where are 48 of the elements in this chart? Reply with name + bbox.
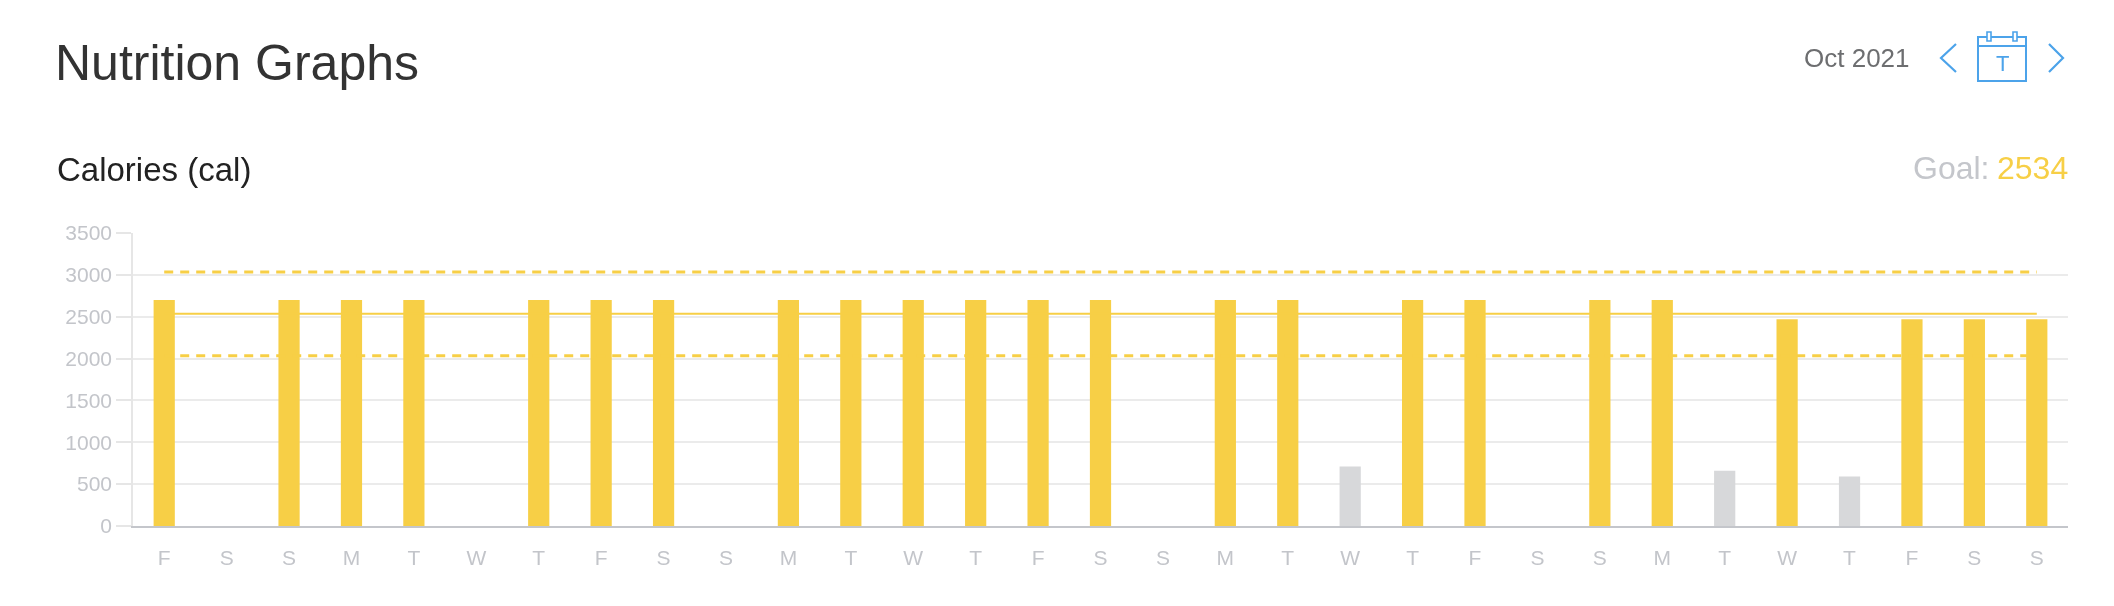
bar <box>1339 466 1361 526</box>
x-tick-label: M <box>342 546 361 570</box>
x-tick-label: M <box>1653 546 1672 570</box>
x-tick-label: T <box>407 546 421 570</box>
bar <box>1714 470 1736 526</box>
text: Oct 2021 <box>1804 43 1910 73</box>
x-tick-label: S <box>282 546 297 570</box>
x-tick-label: S <box>1093 546 1108 570</box>
x-tick-label: S <box>219 546 234 570</box>
chart-subtitle: Calories (cal) <box>57 151 252 188</box>
x-tick-label: W <box>1777 546 1798 570</box>
x-tick-label: T <box>844 546 858 570</box>
y-tick-label: 1000 <box>65 430 113 454</box>
x-tick-label: S <box>2029 546 2044 570</box>
x-tick-label: F <box>157 546 171 570</box>
x-tick-label: M <box>1216 546 1235 570</box>
x-tick-label: S <box>718 546 733 570</box>
x-tick-label: F <box>1905 546 1919 570</box>
x-tick-label: S <box>1592 546 1607 570</box>
x-tick-label: T <box>1718 546 1732 570</box>
x-tick-label: T <box>1281 546 1295 570</box>
text: 2534 <box>1997 150 2069 186</box>
x-tick-label: W <box>1340 546 1361 570</box>
x-tick-label: F <box>1031 546 1045 570</box>
x-tick-label: T <box>1406 546 1420 570</box>
y-tick-label: 3500 <box>65 221 113 245</box>
x-tick-label: S <box>656 546 671 570</box>
x-tick-label: W <box>466 546 487 570</box>
text: T <box>1996 51 2010 76</box>
x-tick-label: F <box>1468 546 1482 570</box>
x-tick-label: S <box>1967 546 1982 570</box>
x-tick-label: M <box>779 546 798 570</box>
y-tick-label: 0 <box>100 514 113 538</box>
y-tick-label: 2000 <box>65 346 113 370</box>
x-tick-label: F <box>594 546 608 570</box>
x-tick-label: W <box>903 546 924 570</box>
text: Goal: <box>1913 150 1990 186</box>
x-tick-label: S <box>1155 546 1170 570</box>
bar <box>1838 476 1861 526</box>
y-tick-label: 500 <box>77 472 113 496</box>
x-tick-label: T <box>1843 546 1857 570</box>
x-tick-label: T <box>969 546 983 570</box>
chart-title: Nutrition Graphs <box>55 34 420 91</box>
x-tick-label: S <box>1530 546 1545 570</box>
y-tick-label: 2500 <box>65 305 113 329</box>
x-tick-label: T <box>532 546 546 570</box>
y-tick-label: 1500 <box>65 388 113 412</box>
y-tick-label: 3000 <box>65 263 113 287</box>
